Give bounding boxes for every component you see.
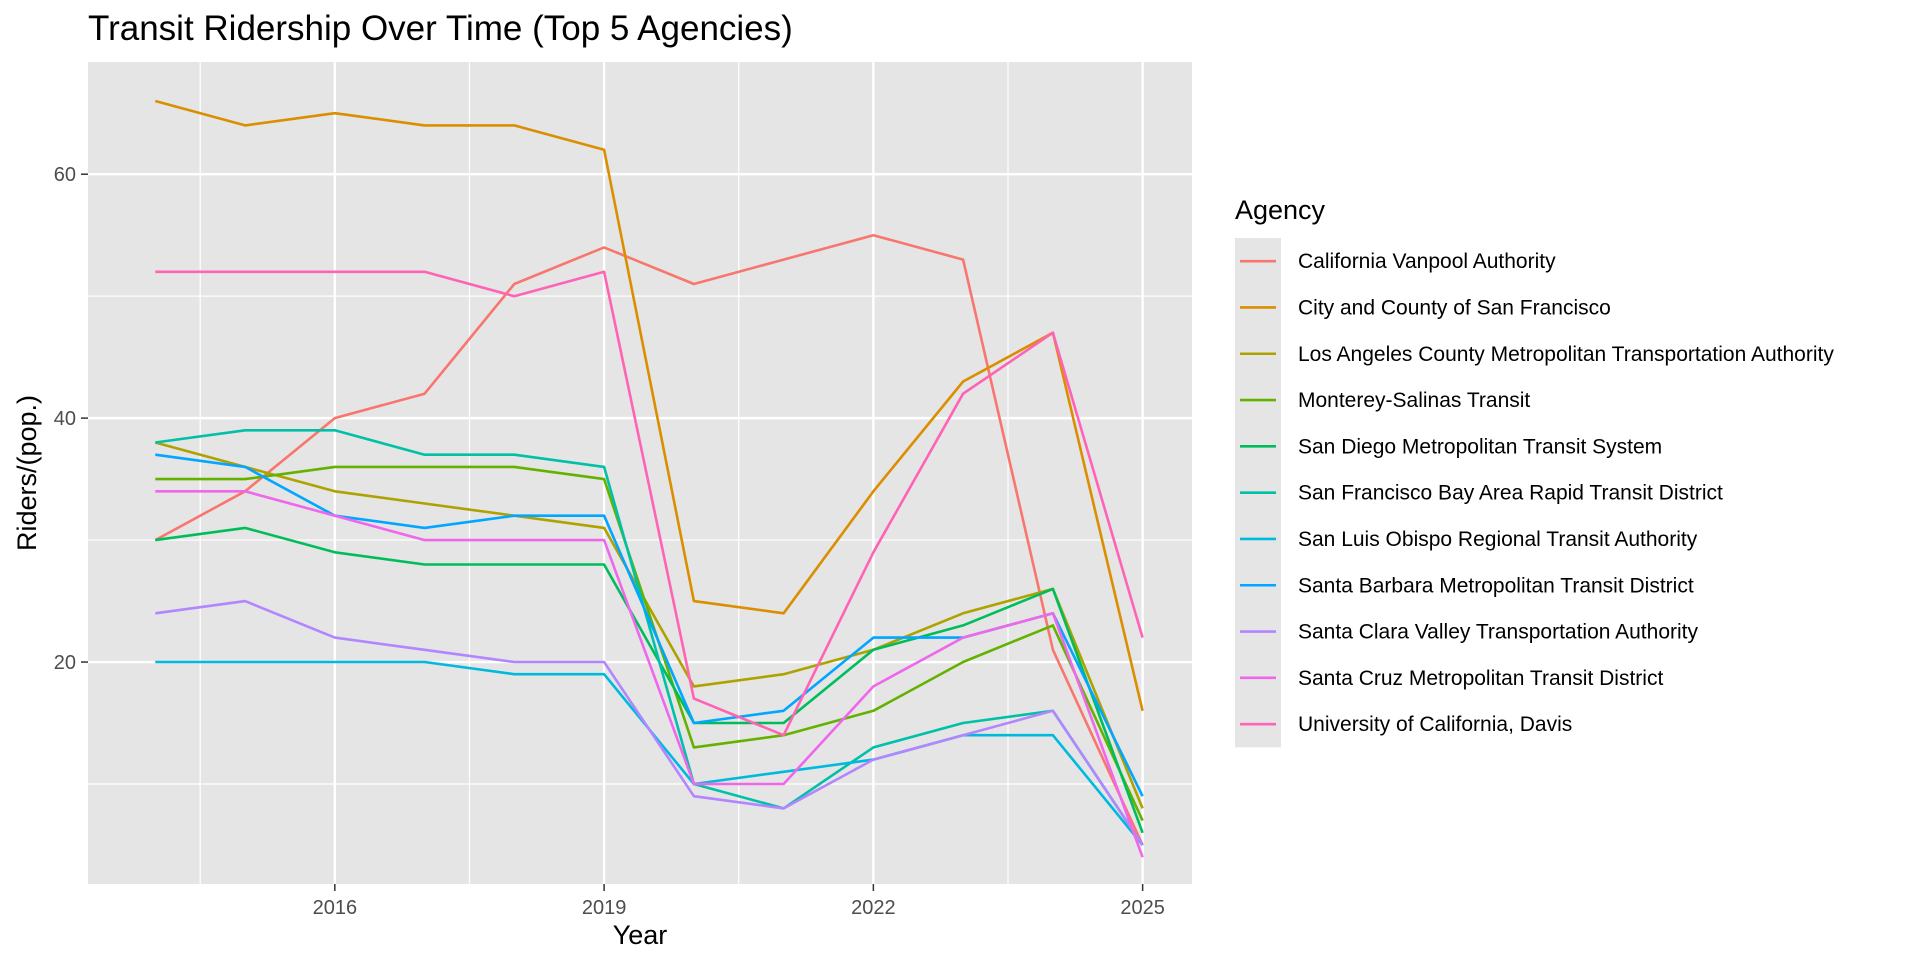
series-line xyxy=(155,270,1144,737)
series-line xyxy=(154,99,1144,712)
tick-labels: 2016 2019 2022 2025 20 40 60 xyxy=(54,164,1165,919)
legend-label: Monterey-Salinas Transit xyxy=(1298,389,1530,412)
series-line xyxy=(155,489,1144,858)
x-axis-title: Year xyxy=(613,920,668,950)
series-lines xyxy=(154,99,1144,858)
x-tick-label: 2022 xyxy=(851,897,896,919)
legend-title: Agency xyxy=(1235,195,1326,225)
y-tick-label: 60 xyxy=(54,164,76,186)
legend-label: San Diego Metropolitan Transit System xyxy=(1298,435,1662,458)
axis-ticks xyxy=(81,173,1144,891)
series-line xyxy=(154,441,1144,809)
series-line xyxy=(155,465,1144,822)
legend-label: Santa Clara Valley Transportation Author… xyxy=(1298,621,1698,644)
y-tick-label: 40 xyxy=(54,408,76,430)
legend-label: Santa Barbara Metropolitan Transit Distr… xyxy=(1298,574,1694,597)
legend: Agency California Vanpool Authority City … xyxy=(1235,195,1834,748)
series-line xyxy=(155,428,1144,846)
legend-items: California Vanpool Authority City and Cou… xyxy=(1235,238,1834,748)
chart-title: Transit Ridership Over Time (Top 5 Agenc… xyxy=(88,9,793,48)
grid-minor xyxy=(88,62,1192,884)
series-line xyxy=(155,599,1144,846)
legend-label: San Luis Obispo Regional Transit Authori… xyxy=(1298,528,1698,551)
legend-label: City and County of San Francisco xyxy=(1298,296,1611,319)
y-axis-title: Riders/(pop.) xyxy=(12,395,42,551)
legend-label: Santa Cruz Metropolitan Transit District xyxy=(1298,667,1663,690)
x-tick-label: 2016 xyxy=(313,897,358,919)
legend-label: San Francisco Bay Area Rapid Transit Dis… xyxy=(1298,482,1723,505)
legend-label: Los Angeles County Metropolitan Transpor… xyxy=(1298,343,1834,366)
legend-label: California Vanpool Authority xyxy=(1298,250,1556,273)
x-tick-label: 2025 xyxy=(1120,897,1165,919)
x-tick-label: 2019 xyxy=(582,897,627,919)
series-line xyxy=(155,526,1144,834)
legend-label: University of California, Davis xyxy=(1298,713,1572,736)
y-tick-label: 20 xyxy=(54,652,76,674)
